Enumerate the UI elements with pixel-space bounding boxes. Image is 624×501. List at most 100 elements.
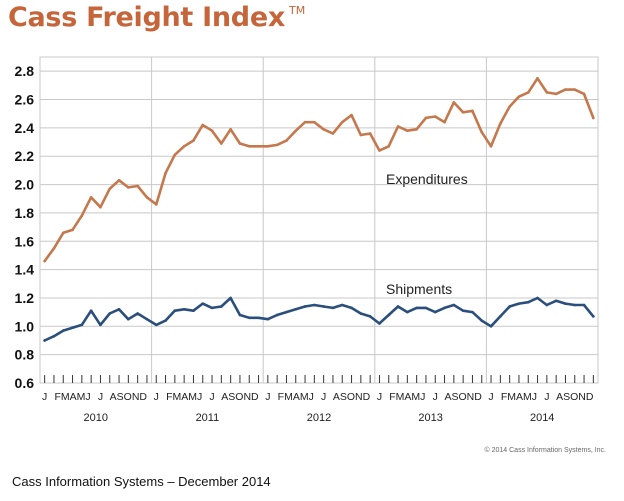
data-point-shipments xyxy=(89,309,93,313)
data-point-expenditures xyxy=(117,179,121,182)
data-point-shipments xyxy=(415,306,418,310)
data-point-shipments xyxy=(182,307,186,311)
month-label: J xyxy=(42,391,47,403)
data-point-expenditures xyxy=(275,143,279,147)
data-point-shipments xyxy=(201,302,205,305)
y-tick-label: 1.6 xyxy=(15,233,35,249)
data-point-expenditures xyxy=(350,113,353,117)
data-point-expenditures xyxy=(443,120,446,124)
data-point-expenditures xyxy=(471,109,474,113)
plot-frame xyxy=(39,56,599,384)
trademark-mark: TM xyxy=(288,4,306,17)
data-point-expenditures xyxy=(285,139,288,142)
data-point-expenditures xyxy=(378,149,381,152)
data-point-expenditures xyxy=(322,127,325,131)
data-point-expenditures xyxy=(554,92,558,96)
data-point-expenditures xyxy=(71,228,74,232)
data-point-expenditures xyxy=(173,153,177,157)
x-tick-marks xyxy=(44,375,594,383)
data-point-shipments xyxy=(331,306,335,310)
data-point-shipments xyxy=(127,317,130,321)
data-point-expenditures xyxy=(340,120,344,124)
data-point-expenditures xyxy=(136,184,139,188)
data-point-shipments xyxy=(294,307,298,311)
month-label: J xyxy=(544,391,549,403)
data-point-expenditures xyxy=(229,127,232,131)
data-point-shipments xyxy=(350,306,353,310)
data-point-shipments xyxy=(210,306,214,310)
data-point-expenditures xyxy=(433,115,437,118)
data-point-shipments xyxy=(52,334,56,338)
y-tick-label: 2.2 xyxy=(15,148,35,164)
data-point-expenditures xyxy=(192,139,195,142)
data-point-shipments xyxy=(536,296,539,300)
freight-index-chart: 0.6 0.8 1.0 1.2 1.4 1.6 1.8 2.0 2.2 2.4 2.6 2.8 J FM… xyxy=(15,56,599,424)
data-point-expenditures xyxy=(396,125,400,128)
data-point-shipments xyxy=(508,305,511,308)
data-point-shipments xyxy=(368,315,372,318)
data-point-shipments xyxy=(443,306,446,310)
data-point-expenditures xyxy=(536,76,539,80)
data-point-expenditures xyxy=(573,88,577,91)
month-label: FMAMJ xyxy=(501,391,537,403)
data-point-expenditures xyxy=(452,101,456,104)
data-point-shipments xyxy=(247,316,251,320)
y-tick-label: 1.2 xyxy=(15,290,35,306)
data-point-shipments xyxy=(471,310,474,314)
data-point-shipments xyxy=(303,305,307,308)
data-point-shipments xyxy=(145,317,149,321)
data-point-expenditures xyxy=(201,123,205,127)
data-point-expenditures xyxy=(210,129,214,133)
data-point-shipments xyxy=(257,316,260,320)
data-point-expenditures xyxy=(480,130,484,134)
data-point-shipments xyxy=(164,319,167,322)
y-tick-labels: 0.6 0.8 1.0 1.2 1.4 1.6 1.8 2.0 2.2 2.4 2.6 2.8 xyxy=(15,63,35,391)
data-point-expenditures xyxy=(154,203,158,206)
y-tick-label: 2.8 xyxy=(15,63,35,79)
grid-layer xyxy=(39,56,599,384)
series-layer xyxy=(43,76,595,342)
data-point-expenditures xyxy=(294,129,298,133)
data-point-shipments xyxy=(424,306,428,310)
data-point-shipments xyxy=(517,302,521,305)
data-point-expenditures xyxy=(145,196,149,199)
series-line-shipments xyxy=(43,296,595,342)
image-caption: Cass Information Systems – December 2014 xyxy=(12,474,271,489)
copyright-notice: © 2014 Cass Information Systems, Inc. xyxy=(484,447,607,454)
data-point-shipments xyxy=(43,339,46,342)
month-label: ASOND xyxy=(221,391,259,403)
data-point-shipments xyxy=(61,329,65,332)
data-point-expenditures xyxy=(303,120,307,124)
data-point-shipments xyxy=(154,323,158,327)
year-label-2011: 2011 xyxy=(196,412,220,424)
month-label: FMAMJ xyxy=(166,391,202,403)
y-tick-label: 1.4 xyxy=(15,262,35,278)
data-point-expenditures xyxy=(461,110,465,114)
data-point-shipments xyxy=(71,326,74,330)
data-point-shipments xyxy=(433,310,437,314)
y-tick-label: 1.8 xyxy=(15,205,35,221)
data-point-shipments xyxy=(582,303,586,307)
data-point-shipments xyxy=(406,310,409,314)
data-point-shipments xyxy=(220,305,223,308)
data-point-shipments xyxy=(136,312,139,315)
data-point-shipments xyxy=(285,310,288,314)
y-tick-label: 2.6 xyxy=(15,92,35,108)
data-point-expenditures xyxy=(266,144,270,148)
data-point-shipments xyxy=(378,322,381,325)
data-point-shipments xyxy=(396,305,400,308)
data-point-expenditures xyxy=(424,116,428,120)
data-point-expenditures xyxy=(331,132,335,135)
month-label: FMAMJ xyxy=(278,391,314,403)
year-label-2010: 2010 xyxy=(84,412,108,424)
data-point-shipments xyxy=(554,299,558,303)
year-labels: 2010 2011 2012 2013 2014 xyxy=(84,412,555,424)
month-label: J xyxy=(377,391,382,403)
data-point-expenditures xyxy=(127,186,130,189)
data-point-shipments xyxy=(238,313,242,317)
data-point-expenditures xyxy=(108,187,112,191)
data-point-shipments xyxy=(173,309,177,313)
data-point-expenditures xyxy=(592,116,595,120)
data-point-shipments xyxy=(387,313,391,317)
y-tick-label: 0.8 xyxy=(15,347,35,363)
